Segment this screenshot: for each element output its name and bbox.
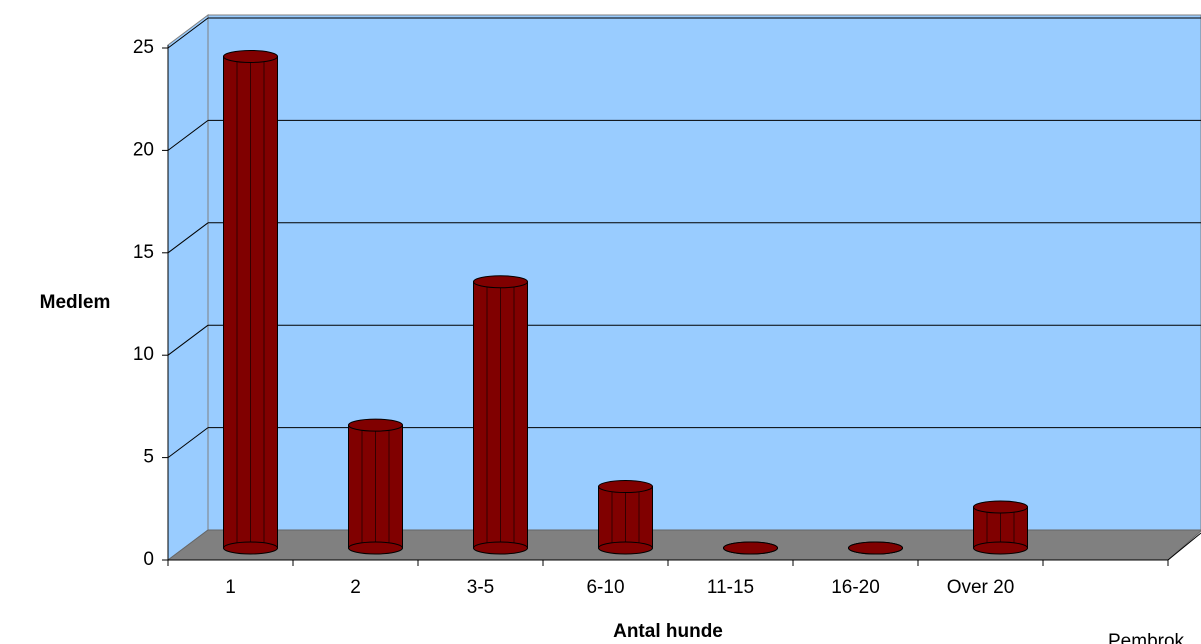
x-tick-label: 2 bbox=[350, 577, 361, 598]
bar-base bbox=[848, 541, 903, 555]
y-tick-label: 0 bbox=[143, 549, 154, 570]
floor bbox=[166, 529, 1201, 561]
bar-base bbox=[223, 541, 278, 555]
grid-line bbox=[167, 222, 209, 254]
y-axis-title: Medlem bbox=[40, 292, 111, 313]
annotation: Pembrok bbox=[1108, 631, 1185, 644]
bar-base bbox=[723, 541, 778, 555]
x-axis-title: Antal hunde bbox=[613, 621, 723, 642]
bar-top bbox=[223, 49, 278, 63]
grid-line bbox=[167, 17, 209, 49]
x-tick-label: 3-5 bbox=[467, 577, 494, 598]
y-tick-label: 25 bbox=[133, 37, 154, 58]
axis-depth bbox=[1167, 532, 1201, 561]
bar-base bbox=[348, 541, 403, 555]
y-tick-label: 10 bbox=[133, 344, 154, 365]
bar-base bbox=[598, 541, 653, 555]
y-tick-label: 15 bbox=[133, 242, 154, 263]
y-tick-label: 5 bbox=[143, 447, 154, 468]
x-tick-label: 16-20 bbox=[831, 577, 880, 598]
bar-top bbox=[973, 500, 1028, 514]
grid-line bbox=[167, 427, 209, 459]
x-tick-label: 6-10 bbox=[586, 577, 624, 598]
grid-line bbox=[167, 324, 209, 356]
bar-top bbox=[348, 418, 403, 432]
bar-top bbox=[473, 275, 528, 289]
grid-line bbox=[167, 120, 209, 151]
bar-base bbox=[973, 541, 1028, 555]
x-tick-label: 11-15 bbox=[707, 577, 754, 598]
y-tick-label: 20 bbox=[133, 139, 154, 160]
side-wall bbox=[167, 14, 209, 561]
bar-base bbox=[473, 541, 528, 555]
x-tick-label: Over 20 bbox=[947, 577, 1015, 598]
bar-top bbox=[598, 480, 653, 494]
x-tick-label: 1 bbox=[225, 577, 236, 598]
